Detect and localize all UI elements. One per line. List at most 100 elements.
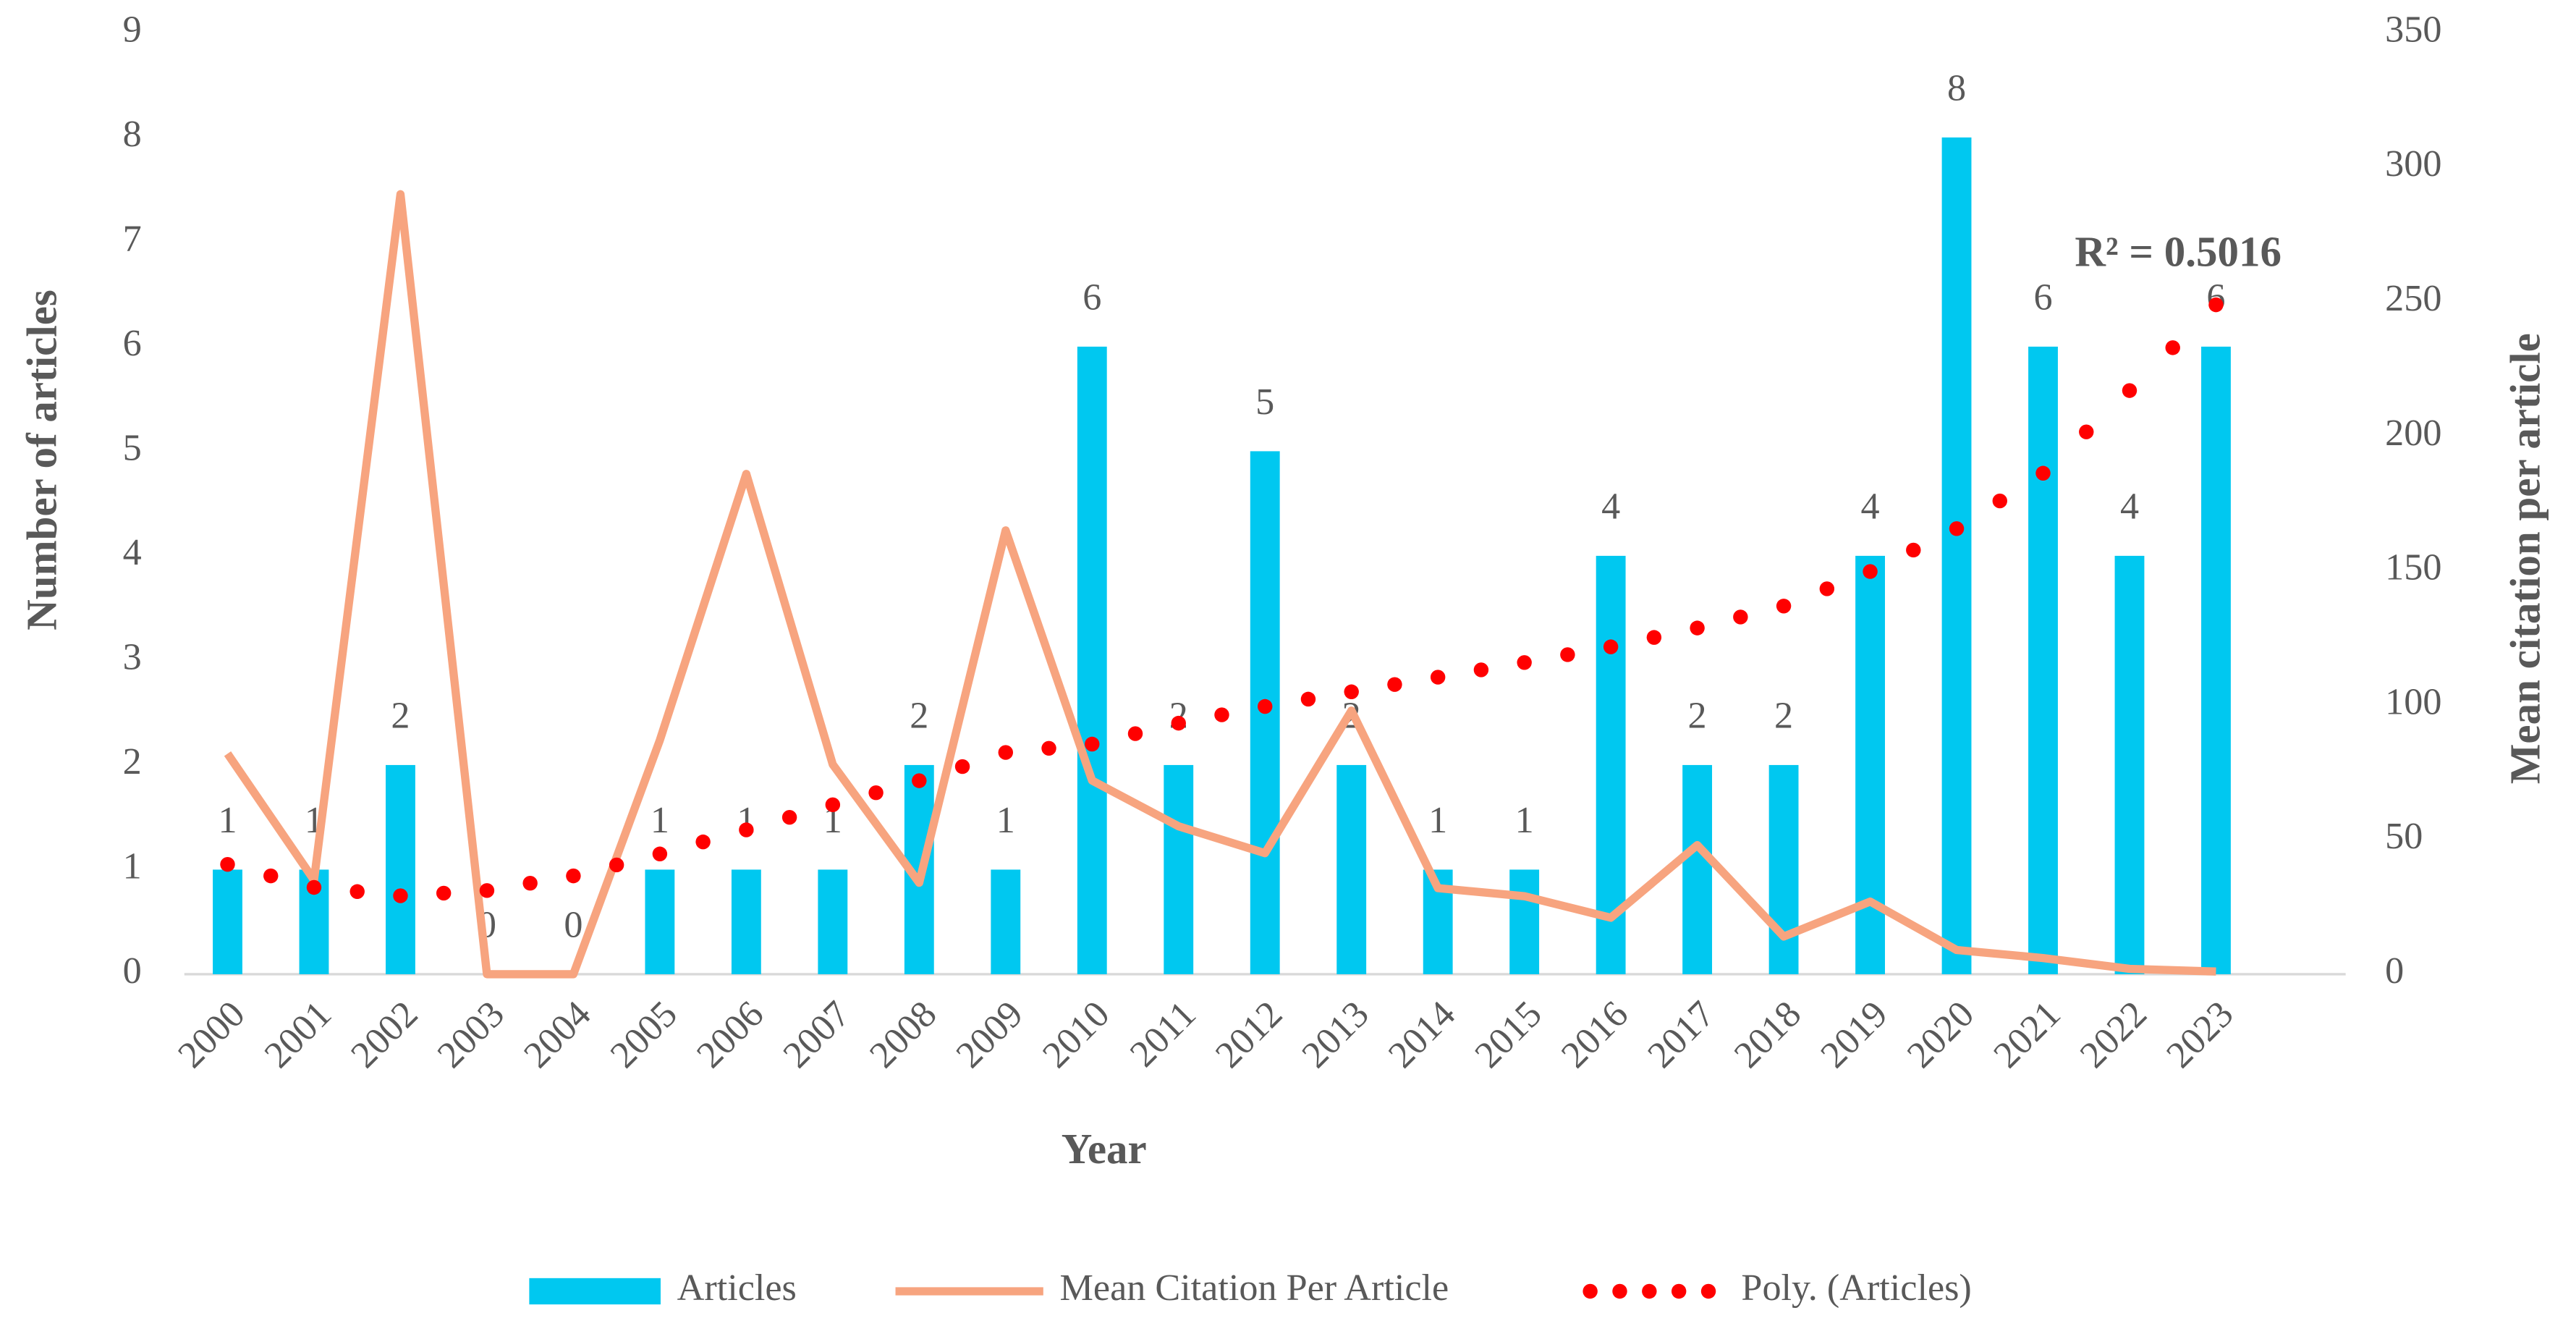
trend-dot: [349, 884, 365, 899]
y-axis-title: Number of articles: [18, 290, 66, 630]
data-label: 2: [1774, 694, 1793, 736]
bar: [731, 869, 761, 974]
x-tick-label: 2012: [1208, 993, 1291, 1076]
trend-point: [220, 856, 235, 872]
trend-point: [652, 846, 668, 861]
y2-tick-label: 150: [2385, 546, 2441, 588]
data-label: 2: [391, 694, 410, 736]
data-label: 1: [996, 799, 1015, 841]
trend-point: [1085, 736, 1100, 752]
data-label: 4: [2120, 485, 2139, 527]
line: [224, 190, 2216, 979]
x-tick-label: 2008: [862, 993, 945, 1076]
trend-dot: [1127, 726, 1143, 741]
trend-point: [825, 797, 841, 813]
trend-dot: [522, 876, 538, 891]
data-label: 8: [1947, 67, 1966, 109]
trend-dot: [436, 885, 452, 901]
y2-tick-label: 200: [2385, 412, 2441, 454]
trend-point: [1171, 715, 1186, 731]
data-label: 0: [564, 903, 582, 945]
trend-point: [739, 822, 754, 837]
trend-point: [1430, 670, 1446, 685]
bar: [2201, 346, 2231, 974]
trend-dot: [1214, 707, 1229, 722]
x-tick-label: 2005: [602, 993, 685, 1076]
trend-dot: [2165, 340, 2180, 355]
trend-point: [1517, 655, 1532, 670]
y-tick-label: 4: [123, 531, 142, 573]
x-tick-label: 2019: [1813, 993, 1896, 1076]
trend-point: [1863, 564, 1878, 579]
trend-point: [306, 879, 322, 895]
y-tick-label: 1: [123, 845, 142, 887]
x-tick-label: 2023: [2158, 993, 2242, 1076]
bar: [991, 869, 1021, 974]
x-tick-label: 2014: [1380, 993, 1463, 1076]
trend-point: [1603, 639, 1619, 654]
x-tick-label: 2002: [343, 993, 426, 1076]
legend-swatch: [1671, 1283, 1687, 1299]
data-label: 2: [1688, 694, 1707, 736]
y2-tick-label: 250: [2385, 277, 2441, 319]
bar: [1941, 137, 1972, 974]
trend-point: [1258, 698, 1273, 714]
trend-dot: [1473, 662, 1489, 677]
bar: [2114, 555, 2145, 974]
data-label: 4: [1601, 485, 1620, 527]
trend-dot: [609, 857, 624, 873]
data-label: 6: [2033, 276, 2052, 318]
y2-axis-title: Mean citation per article: [2501, 333, 2549, 784]
trend-dot: [263, 868, 279, 884]
x-tick-label: 2020: [1899, 993, 1982, 1076]
y-tick-label: 7: [123, 217, 142, 259]
legend-swatch: [1700, 1283, 1716, 1299]
data-label: 1: [1515, 799, 1534, 841]
data-label: 2: [910, 694, 928, 736]
y-tick-label: 0: [123, 950, 142, 992]
trend-dot: [1733, 609, 1748, 625]
trend-dot: [2079, 424, 2094, 439]
trend-point: [1690, 620, 1705, 636]
y2-tick-label: 350: [2385, 8, 2441, 50]
bar: [1768, 764, 1799, 974]
bar: [1164, 764, 1194, 974]
trend-dot: [1387, 677, 1402, 692]
y2-tick-label: 0: [2385, 950, 2404, 992]
trend-point: [393, 888, 408, 903]
x-tick-label: 2021: [1986, 993, 2069, 1076]
legend-label: Poly. (Articles): [1741, 1267, 1971, 1309]
x-tick-label: 2015: [1467, 993, 1550, 1076]
y2-tick-label: 100: [2385, 680, 2441, 722]
legend-label: Articles: [677, 1267, 797, 1309]
x-tick-label: 2004: [516, 993, 599, 1076]
trend-dot: [868, 785, 884, 801]
x-tick-label: 2003: [429, 993, 512, 1076]
x-tick-label: 2000: [170, 993, 253, 1076]
trend-point: [1776, 599, 1792, 614]
bar: [1077, 346, 1107, 974]
data-label: 6: [1082, 276, 1101, 318]
trend-dot: [695, 834, 711, 850]
bar: [645, 869, 675, 974]
data-label: 5: [1255, 381, 1274, 423]
trend-point: [479, 883, 495, 898]
y-tick-label: 2: [123, 740, 142, 782]
x-tick-label: 2017: [1640, 993, 1723, 1076]
data-label: 1: [651, 799, 669, 841]
bar: [2028, 346, 2058, 974]
x-tick-label: 2009: [948, 993, 1031, 1076]
x-tick-label: 2016: [1553, 993, 1636, 1076]
x-tick-label: 2006: [689, 993, 772, 1076]
legend-swatch: [1612, 1283, 1627, 1299]
trend-point: [2122, 383, 2138, 398]
y-tick-label: 6: [123, 322, 142, 364]
trend-dot: [1041, 740, 1056, 756]
x-axis-title: Year: [1062, 1125, 1147, 1173]
y-tick-label: 5: [123, 426, 142, 468]
trend-dot: [1906, 542, 1921, 558]
trend-dot: [954, 759, 970, 774]
trend-point: [2035, 465, 2051, 481]
annotation: R² = 0.5016: [2075, 228, 2281, 276]
bar: [1682, 764, 1713, 974]
